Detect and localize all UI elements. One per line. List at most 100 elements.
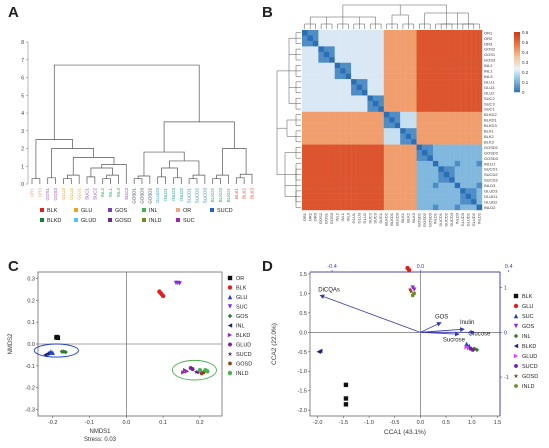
heatmap-cell [422, 106, 428, 113]
heatmap-cell [323, 51, 330, 58]
y-tick-label: 0.3 [27, 277, 35, 283]
heatmap-cell [416, 128, 423, 134]
heatmap-cell [411, 204, 417, 211]
heatmap-cell [345, 133, 352, 140]
heatmap-cell [372, 171, 379, 178]
heatmap-cell [329, 133, 335, 140]
heatmap-cell [389, 51, 395, 58]
heatmap-cell [302, 155, 308, 162]
heatmap-cell [345, 106, 352, 113]
dendrogram-link [239, 173, 253, 184]
dendrogram-link [63, 178, 72, 184]
heatmap-cell [405, 133, 412, 140]
heatmap-col-label: INL2 [335, 212, 340, 221]
heatmap-cell [465, 182, 472, 189]
heatmap-cell [312, 155, 319, 162]
heatmap-cell [465, 160, 472, 167]
plot-frame [309, 271, 501, 417]
heatmap-cell [432, 46, 439, 53]
heatmap-cell [465, 117, 472, 123]
heatmap-cell [422, 30, 428, 36]
heatmap-cell [454, 144, 461, 151]
nmds-scatter-chart: -0.2 -0.1 0.0 0.1 0.2 0.3 0.2 0.1 0.0 -0.1 -0.2 -0.… [8, 271, 252, 443]
heatmap-cell [422, 51, 428, 58]
heatmap-cell [340, 62, 346, 69]
heatmap-cell [318, 122, 325, 129]
heatmap-cell [312, 68, 319, 74]
data-point [63, 349, 68, 355]
heatmap-cell [411, 160, 417, 167]
heatmap-cell [367, 182, 374, 189]
heatmap-cell [460, 166, 466, 173]
heatmap-cell [432, 193, 439, 200]
heatmap-cell [383, 84, 390, 91]
heatmap-col-label: BLKD1 [389, 212, 394, 225]
heatmap-cell [378, 90, 385, 96]
heatmap-cell [443, 133, 450, 140]
heatmap-cell [443, 177, 450, 183]
heatmap-cell [460, 40, 466, 47]
heatmap-cell [460, 133, 466, 140]
heatmap-cell [340, 182, 346, 189]
group-ellipse [33, 343, 79, 358]
heatmap-cell [383, 193, 390, 200]
heatmap-cell [394, 79, 401, 85]
heatmap-cell [432, 199, 439, 205]
heatmap-cell [351, 57, 357, 63]
heatmap-cell [460, 73, 466, 80]
heatmap-cell [443, 204, 450, 211]
heatmap-cell [302, 40, 308, 47]
heatmap-cell [471, 150, 477, 156]
heatmap-cell [312, 40, 319, 47]
heatmap-cell [323, 177, 330, 183]
vector-label: DiCQAs [318, 287, 340, 293]
heatmap-cell [372, 139, 379, 145]
leaf-label: SUC3 [124, 188, 129, 201]
heatmap-cell [449, 171, 455, 178]
heatmap-cell [340, 188, 346, 194]
heatmap-cell [367, 62, 374, 69]
heatmap-cell [356, 144, 363, 151]
heatmap-cell [318, 133, 325, 140]
heatmap-cell [334, 106, 341, 113]
heatmap-cell [378, 35, 385, 42]
heatmap-cell [356, 199, 363, 205]
heatmap-cell [307, 106, 314, 113]
heatmap-cell [400, 193, 406, 200]
heatmap-cell [443, 122, 450, 129]
heatmap-cell [416, 177, 423, 183]
heatmap-row-label: GOS2 [484, 47, 496, 52]
heatmap-cell [345, 144, 352, 151]
heatmap-cell [383, 117, 390, 123]
heatmap-cell [323, 155, 330, 162]
heatmap-cell [427, 171, 434, 178]
colorbar-segment [514, 38, 520, 41]
heatmap-cell [302, 79, 308, 85]
heatmap-cell [438, 166, 445, 173]
legend-swatch [142, 208, 146, 212]
heatmap-cell [334, 160, 341, 167]
heatmap-cell [378, 84, 385, 91]
heatmap-cell [443, 199, 450, 205]
heatmap-cell [345, 68, 352, 74]
legend-label: GLUD [522, 354, 537, 360]
leaf-label: INL3 [116, 188, 121, 198]
x-tick-label: 0.0 [122, 420, 130, 426]
heatmap-cell [405, 193, 412, 200]
heatmap-cell [334, 171, 341, 178]
heatmap-cell [312, 139, 319, 145]
heatmap-cell [378, 199, 385, 205]
heatmap-cell [394, 166, 401, 173]
heatmap-col-label: INLD1 [433, 212, 438, 224]
heatmap-cell [329, 30, 335, 36]
heatmap-cell [449, 139, 455, 145]
heatmap-cell [367, 57, 374, 63]
heatmap-cell [378, 182, 385, 189]
heatmap-cell [476, 155, 483, 162]
heatmap-cell [416, 117, 423, 123]
heatmap-cell [411, 46, 417, 53]
heatmap-cell [323, 171, 330, 178]
heatmap-cell [416, 46, 423, 53]
heatmap-cell [351, 100, 357, 107]
heatmap-cell [356, 122, 363, 129]
